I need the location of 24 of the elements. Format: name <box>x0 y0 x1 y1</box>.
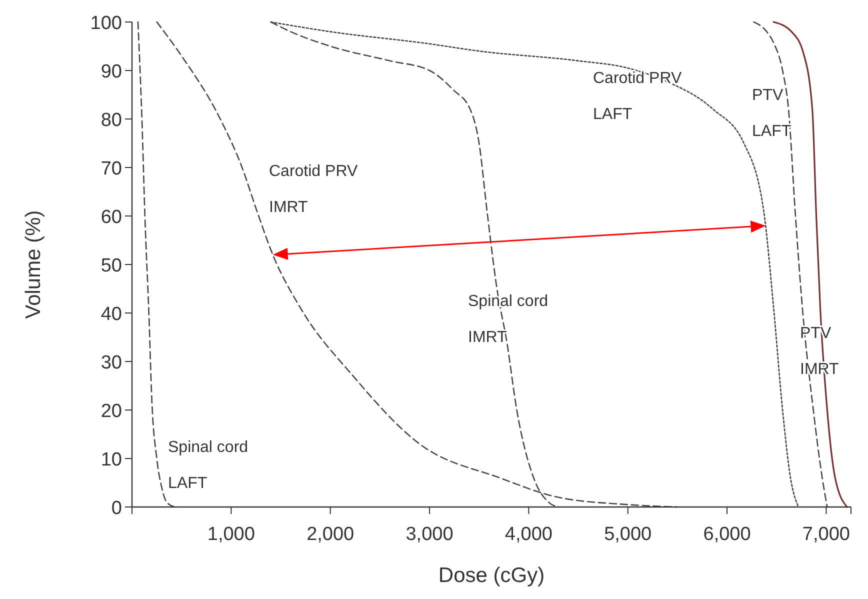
series-label: Spinal cord IMRT <box>468 293 548 346</box>
x-tick-label: 2,000 <box>306 524 354 545</box>
series-label: Carotid PRV IMRT <box>269 163 358 216</box>
y-tick-label: 90 <box>100 62 122 82</box>
x-tick-label: 3,000 <box>406 524 454 545</box>
x-tick-label: 6,000 <box>703 524 751 545</box>
series-label: PTV LAFT <box>752 87 792 140</box>
series-label: Spinal cord LAFT <box>168 439 248 492</box>
y-tick-label: 60 <box>100 207 122 228</box>
y-axis-title: Volume (%) <box>22 210 45 319</box>
y-tick-label: 30 <box>100 352 122 374</box>
y-tick-label: 70 <box>100 158 122 180</box>
x-tick-label: 1,000 <box>207 524 255 545</box>
y-tick-label: 0 <box>111 498 122 519</box>
x-tick-label: 4,000 <box>504 524 552 545</box>
y-tick-label: 10 <box>100 450 122 470</box>
y-tick-label: 40 <box>100 304 122 325</box>
x-tick-label: 7,000 <box>802 524 850 545</box>
y-tick-label: 20 <box>100 401 122 422</box>
y-tick-label: 80 <box>100 110 122 131</box>
y-tick-label: 50 <box>100 256 122 276</box>
y-tick-label: 100 <box>90 13 122 34</box>
x-axis-title: Dose (cGy) <box>438 564 545 587</box>
x-tick-label: 5,000 <box>604 524 652 545</box>
